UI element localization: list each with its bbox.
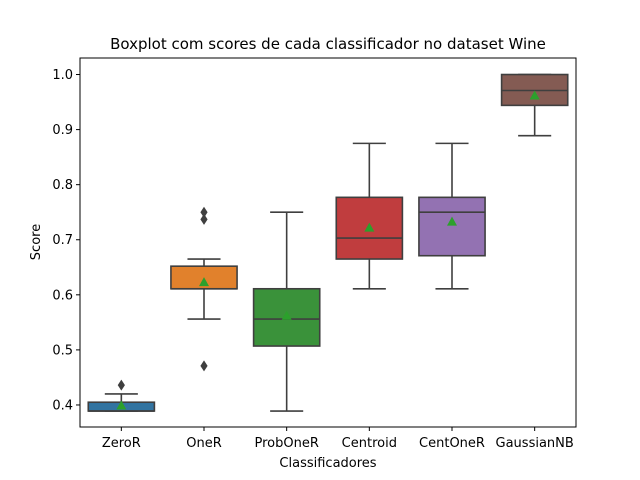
mean-marker bbox=[281, 310, 292, 320]
x-tick-label: CentOneR bbox=[419, 436, 485, 451]
x-tick-label: ProbOneR bbox=[254, 436, 318, 451]
outlier-point bbox=[200, 360, 208, 372]
x-tick-label: Centroid bbox=[342, 436, 397, 451]
box-centoner bbox=[418, 196, 486, 257]
outlier-point bbox=[117, 379, 125, 391]
x-tick-label: OneR bbox=[186, 436, 222, 451]
y-tick-label: 0.7 bbox=[52, 233, 73, 248]
x-tick-label: ZeroR bbox=[102, 436, 141, 451]
mean-marker bbox=[364, 222, 375, 232]
x-tick-label: GaussianNB bbox=[496, 436, 574, 451]
y-tick-label: 0.6 bbox=[52, 288, 73, 303]
y-tick-label: 0.4 bbox=[52, 398, 73, 413]
box-centroid bbox=[335, 196, 404, 260]
y-tick-label: 0.5 bbox=[52, 343, 73, 358]
plot-area: 0.4 0.5 0.6 0.7 0.8 0.9 1.0 ZeroR OneR ProbOneR Ce… bbox=[52, 68, 574, 451]
y-tick-label: 0.8 bbox=[52, 178, 73, 193]
mean-marker bbox=[447, 216, 457, 226]
mean-marker bbox=[529, 90, 540, 100]
mean-marker bbox=[116, 400, 127, 410]
y-tick-label: 0.9 bbox=[52, 123, 73, 138]
x-axis-label: Classificadores bbox=[279, 456, 376, 471]
y-axis-label: Score bbox=[29, 224, 44, 260]
y-tick-label: 1.0 bbox=[52, 68, 73, 83]
outlier-point bbox=[200, 206, 208, 218]
mean-marker bbox=[199, 277, 209, 287]
chart-title: Boxplot com scores de cada classificador… bbox=[110, 35, 546, 53]
plot-frame bbox=[79, 57, 577, 428]
outlier-point bbox=[200, 213, 208, 225]
